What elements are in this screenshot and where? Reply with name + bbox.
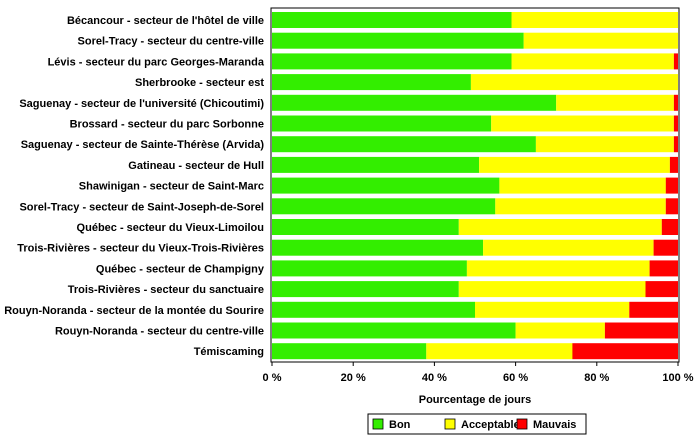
bar-acceptable-16 — [426, 343, 573, 360]
bar-acceptable-15 — [515, 322, 605, 339]
bar-bon-4 — [272, 94, 557, 111]
legend-label-bon: Bon — [389, 419, 411, 431]
category-label: Québec - secteur de Champigny — [96, 263, 265, 275]
bar-bon-8 — [272, 177, 500, 194]
bar-bon-7 — [272, 156, 480, 173]
category-label: Brossard - secteur du parc Sorbonne — [70, 119, 264, 131]
bar-bon-14 — [272, 301, 475, 318]
x-tick-label: 60 % — [503, 372, 528, 384]
bar-acceptable-9 — [495, 198, 666, 215]
bar-acceptable-14 — [475, 301, 630, 318]
x-tick-label: 0 % — [263, 372, 282, 384]
bar-mauvais-9 — [665, 198, 678, 215]
category-label: Lévis - secteur du parc Georges-Maranda — [48, 56, 265, 68]
bar-mauvais-7 — [669, 156, 678, 173]
bar-mauvais-6 — [673, 136, 678, 153]
legend-label-mauvais: Mauvais — [533, 419, 576, 431]
bar-acceptable-11 — [483, 239, 654, 256]
bar-bon-2 — [272, 53, 512, 70]
bar-bon-10 — [272, 219, 459, 235]
bar-bon-12 — [272, 260, 467, 277]
bar-bon-13 — [272, 281, 459, 298]
bar-acceptable-1 — [523, 32, 678, 49]
bar-acceptable-8 — [499, 177, 666, 194]
category-label: Témiscaming — [194, 346, 264, 358]
category-label: Gatineau - secteur de Hull — [128, 160, 264, 172]
bar-acceptable-5 — [491, 115, 674, 132]
legend-label-acceptable: Acceptable — [461, 419, 520, 431]
bar-mauvais-10 — [661, 219, 678, 235]
category-label: Sherbrooke - secteur est — [135, 77, 264, 89]
category-label: Shawinigan - secteur de Saint-Marc — [79, 181, 264, 193]
bar-mauvais-15 — [604, 322, 678, 339]
bar-mauvais-14 — [629, 301, 678, 318]
bar-bon-9 — [272, 198, 496, 215]
x-axis-ticks: 0 % 20 % 40 % 60 % 80 % 100 % — [263, 362, 694, 384]
bar-acceptable-6 — [535, 136, 674, 153]
bar-acceptable-12 — [466, 260, 650, 277]
category-label: Sorel-Tracy - secteur du centre-ville — [78, 36, 264, 48]
category-label: Sorel-Tracy - secteur de Saint-Joseph-de… — [19, 201, 264, 213]
bar-acceptable-0 — [511, 12, 678, 28]
x-tick-label: 20 % — [341, 372, 366, 384]
legend: Bon Acceptable Mauvais — [367, 413, 587, 435]
category-label: Bécancour - secteur de l'hôtel de ville — [67, 15, 264, 27]
x-tick-label: 80 % — [584, 372, 609, 384]
legend-swatch-acceptable — [444, 418, 456, 430]
bar-bon-16 — [272, 343, 427, 360]
bar-bon-3 — [272, 74, 471, 91]
category-labels: Bécancour - secteur de l'hôtel de ville S… — [4, 15, 265, 358]
legend-box — [367, 413, 587, 435]
bar-bon-1 — [272, 32, 524, 49]
bar-mauvais-5 — [673, 115, 678, 132]
bars-group — [272, 12, 678, 360]
bar-acceptable-13 — [458, 281, 646, 298]
category-label: Saguenay - secteur de Sainte-Thérèse (Ar… — [21, 139, 265, 151]
bar-mauvais-16 — [572, 343, 678, 360]
bar-mauvais-12 — [649, 260, 678, 277]
x-tick-label: 40 % — [422, 372, 447, 384]
bar-mauvais-2 — [673, 53, 678, 70]
bar-acceptable-2 — [511, 53, 674, 70]
category-label: Québec - secteur du Vieux-Limoilou — [77, 222, 264, 234]
category-label: Rouyn-Noranda - secteur de la montée du … — [4, 305, 264, 317]
category-label: Rouyn-Noranda - secteur du centre-ville — [55, 326, 264, 338]
legend-swatch-bon — [372, 418, 384, 430]
bar-acceptable-4 — [556, 94, 674, 111]
bar-mauvais-13 — [645, 281, 678, 298]
bar-mauvais-4 — [673, 94, 678, 111]
category-label: Trois-Rivières - secteur du Vieux-Trois-… — [17, 243, 264, 255]
legend-swatch-mauvais — [516, 418, 528, 430]
bar-bon-11 — [272, 239, 484, 256]
x-axis-title: Pourcentage de jours — [419, 394, 531, 406]
bar-mauvais-8 — [665, 177, 678, 194]
category-label: Trois-Rivières - secteur du sanctuaire — [68, 284, 264, 296]
x-tick-label: 100 % — [662, 372, 693, 384]
bar-bon-0 — [272, 12, 512, 28]
bar-acceptable-7 — [479, 156, 670, 173]
bar-bon-15 — [272, 322, 516, 339]
bar-mauvais-11 — [653, 239, 678, 256]
bar-acceptable-3 — [470, 74, 678, 91]
bar-bon-5 — [272, 115, 492, 132]
bar-acceptable-10 — [458, 219, 662, 235]
category-label: Saguenay - secteur de l'université (Chic… — [19, 98, 264, 110]
bar-bon-6 — [272, 136, 536, 153]
